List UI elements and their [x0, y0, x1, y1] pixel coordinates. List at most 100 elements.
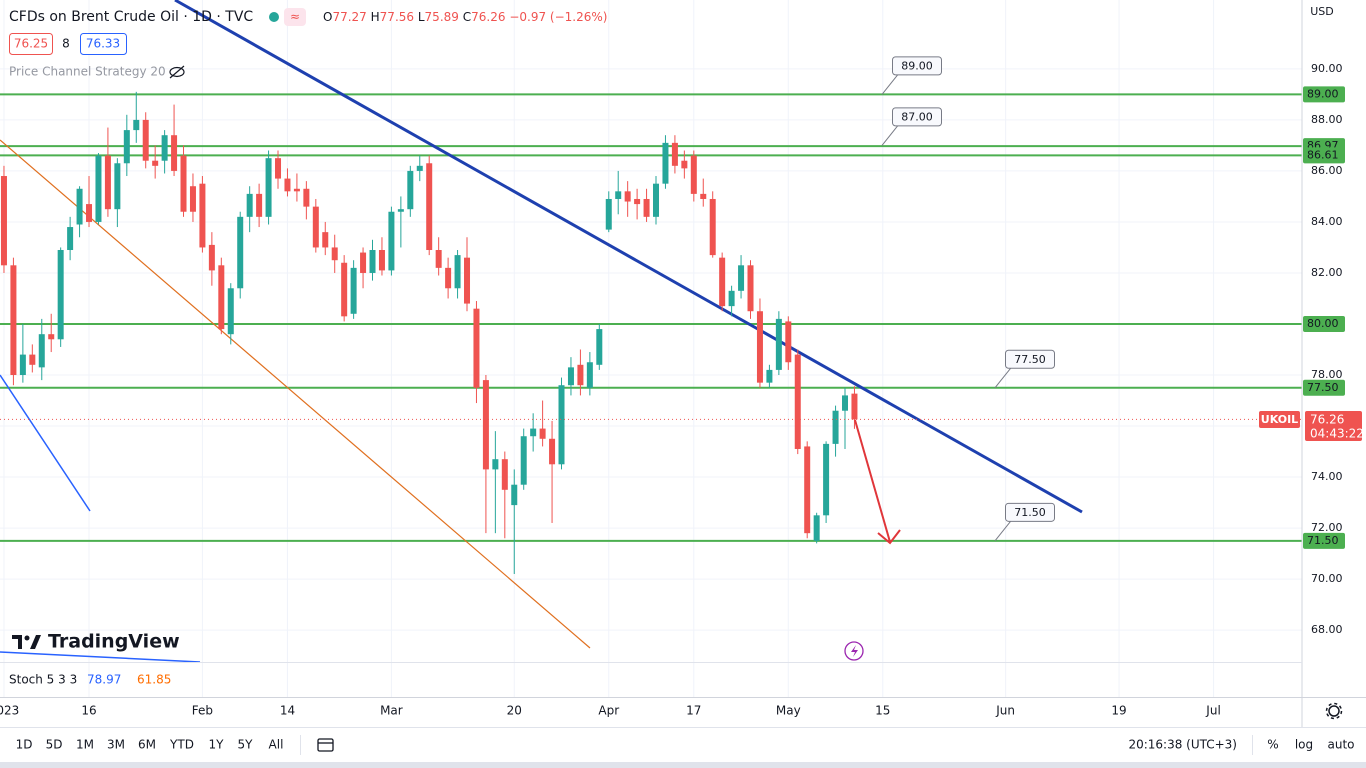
ohlc-key: L	[418, 10, 425, 24]
scale-buttons: % log auto	[1267, 738, 1354, 752]
y-tick-label: 68.00	[1311, 623, 1343, 636]
candle-body	[29, 354, 36, 365]
arrow	[854, 419, 891, 543]
range-button[interactable]: 1Y	[209, 738, 225, 752]
logo-mark	[12, 635, 22, 649]
candle-body	[123, 130, 130, 164]
scale-button[interactable]: auto	[1327, 738, 1354, 752]
trend-line	[0, 651, 201, 663]
candle-body	[161, 135, 168, 161]
callout-text: 71.50	[1014, 506, 1046, 519]
candle-body	[482, 380, 489, 470]
candle-body	[360, 252, 367, 273]
range-button[interactable]: All	[269, 738, 284, 752]
date-range-icon[interactable]	[317, 738, 334, 752]
candle-body	[426, 163, 433, 251]
candle-body	[832, 410, 839, 444]
callout-leader	[994, 367, 1012, 389]
candle-body	[227, 288, 234, 335]
candle-body	[237, 216, 244, 289]
candle-body	[823, 443, 830, 516]
candle-body	[57, 250, 64, 340]
range-button[interactable]: 6M	[138, 738, 156, 752]
callout-leader	[881, 74, 899, 95]
range-button[interactable]: 5Y	[238, 738, 254, 752]
candle-body	[407, 170, 414, 210]
candle-body	[756, 311, 763, 383]
candle-body	[76, 188, 83, 225]
candle-body	[369, 250, 376, 273]
scale-button[interactable]: %	[1267, 738, 1278, 752]
candle-body	[397, 209, 404, 212]
candle-body	[435, 250, 442, 268]
candle-body	[567, 367, 574, 386]
candle-body	[634, 198, 641, 205]
callout-text: 77.50	[1014, 353, 1046, 366]
candle-body	[738, 265, 745, 291]
level-tag-text: 77.50	[1307, 381, 1339, 394]
candle-body	[615, 191, 622, 199]
callout-box	[892, 56, 942, 76]
symbol-title[interactable]: CFDs on Brent Crude Oil · 1D · TVC	[9, 9, 253, 25]
candle-body	[766, 369, 773, 383]
level-tag	[1303, 532, 1345, 549]
candle-body	[473, 308, 480, 388]
candle-body	[284, 178, 291, 192]
candles	[0, 91, 1302, 574]
trend-line	[174, 0, 1083, 514]
ohlc-key: H	[371, 10, 380, 24]
candle-body	[719, 257, 726, 307]
candle-body	[681, 160, 688, 169]
settings-icon[interactable]	[1328, 705, 1340, 717]
candle-body	[511, 484, 518, 506]
ohlc-value: 76.26	[471, 10, 505, 24]
candle-body	[454, 255, 461, 289]
candle-body	[208, 244, 215, 271]
logo-mark	[24, 635, 30, 641]
price-axis	[1302, 0, 1366, 727]
y-tick-label: 70.00	[1311, 572, 1343, 585]
candle-body	[378, 250, 385, 271]
price-tag	[1305, 411, 1362, 441]
clock[interactable]: 20:16:38 (UTC+3)	[1128, 738, 1237, 752]
candle-body	[19, 354, 26, 376]
candle-body	[549, 438, 556, 465]
range-button[interactable]: 1M	[76, 738, 94, 752]
range-button[interactable]: 5D	[46, 738, 63, 752]
logo-mark	[30, 635, 41, 649]
stoch-name[interactable]: Stoch 5 3 3	[9, 673, 77, 687]
callout-text: 89.00	[901, 59, 933, 72]
range-button[interactable]: YTD	[169, 738, 194, 752]
range-button[interactable]: 1D	[16, 738, 33, 752]
candle-body	[842, 395, 849, 411]
candle-body	[747, 265, 754, 312]
candle-body	[501, 459, 508, 490]
candle-body	[114, 163, 121, 210]
callout-leader	[881, 125, 899, 146]
x-tick-label: 19	[1111, 704, 1126, 718]
price-tag-text: 76.26	[1310, 413, 1344, 427]
candle-body	[416, 165, 423, 171]
callouts: 89.00 87.00 77.50 71.50	[881, 56, 1055, 542]
x-tick-label: Mar	[380, 704, 403, 718]
hide-icon[interactable]	[169, 65, 185, 79]
eye	[169, 66, 185, 78]
range-button[interactable]: 3M	[107, 738, 125, 752]
level-tag-text: 80.00	[1307, 317, 1339, 330]
candle-body	[662, 142, 669, 184]
candle-body	[48, 334, 55, 340]
candle-body	[794, 354, 801, 449]
level-tag-text: 71.50	[1307, 534, 1339, 547]
ask-box[interactable]	[80, 33, 127, 55]
candle-body	[624, 191, 631, 202]
currency[interactable]: USD	[1310, 5, 1334, 18]
bid-box[interactable]	[9, 33, 53, 55]
indicator-name[interactable]: Price Channel Strategy 20	[9, 65, 166, 79]
market-status	[269, 12, 279, 22]
logo: TradingView	[12, 631, 180, 653]
candle-body	[10, 265, 17, 376]
arrow-head	[877, 529, 901, 545]
scale-button[interactable]: log	[1295, 738, 1313, 752]
candle-body	[142, 119, 149, 161]
